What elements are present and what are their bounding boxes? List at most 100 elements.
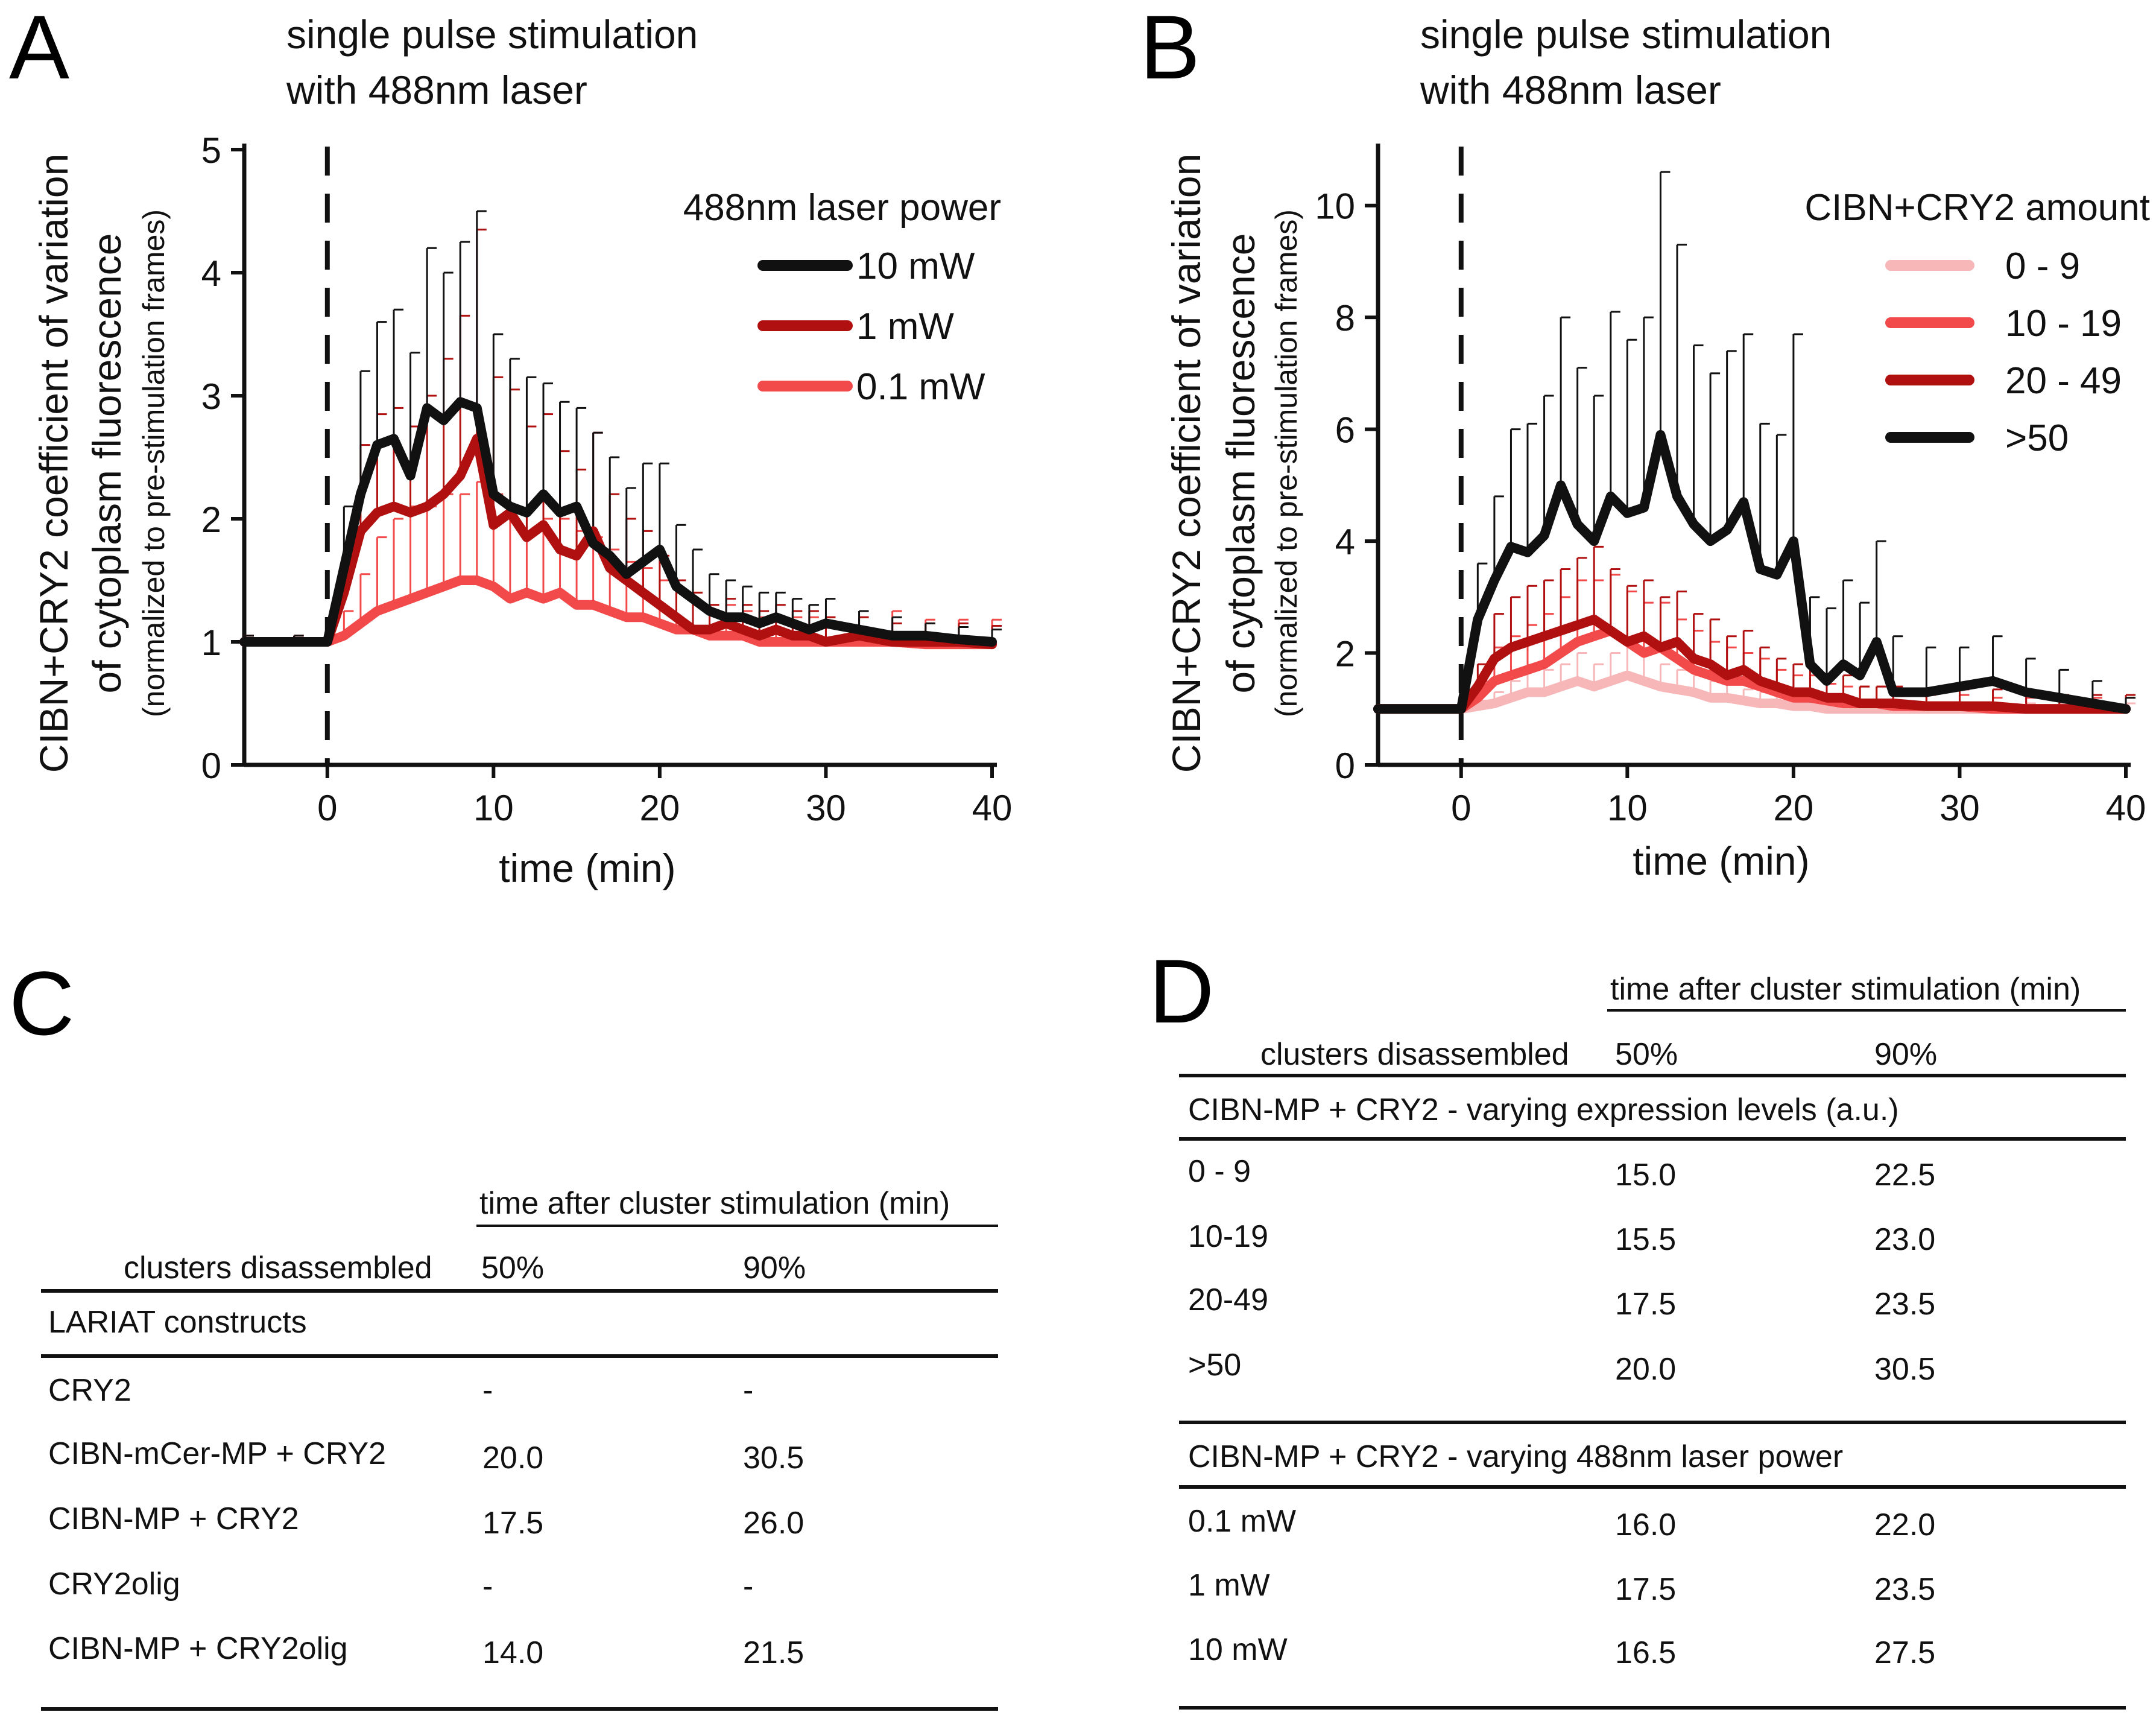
x-tick-label: 20 <box>1774 788 1814 828</box>
table-cell: 23.5 <box>1874 1572 1936 1607</box>
x-tick-label: 10 <box>1607 788 1648 828</box>
table-row: CRY2 <box>48 1373 131 1408</box>
x-tick-label: 40 <box>972 788 1013 828</box>
table-cell: 15.0 <box>1615 1158 1677 1193</box>
panel-letter-a: A <box>9 0 69 98</box>
table-cell: 23.5 <box>1874 1287 1936 1322</box>
y-axis-label-line: of cytoplasm fluorescence <box>1218 233 1263 693</box>
legend-label: 0.1 mW <box>856 366 985 408</box>
y-tick-label: 2 <box>201 499 221 540</box>
table-d-header-rule <box>1179 1074 2126 1077</box>
table-row: >50 <box>1188 1348 1242 1383</box>
table-c-bottom-rule <box>41 1707 998 1711</box>
series-line-0-1-mW <box>239 575 997 650</box>
table-cell: 26.0 <box>743 1506 805 1541</box>
table-row: CIBN-mCer-MP + CRY2 <box>48 1436 387 1471</box>
table-d-section-2-rule <box>1179 1485 2126 1489</box>
table-c-col-90: 90% <box>743 1250 806 1285</box>
series-line-10-mW <box>239 397 997 647</box>
table-row: CIBN-MP + CRY2 <box>48 1501 299 1536</box>
y-tick-label: 0 <box>201 746 221 786</box>
x-tick-label: 30 <box>806 788 846 828</box>
x-tick-label: 0 <box>1451 788 1471 828</box>
table-cell: 22.0 <box>1874 1507 1936 1542</box>
table-cell: 20.0 <box>482 1441 544 1475</box>
series-line--50 <box>1373 429 2131 714</box>
y-axis-label-line: CIBN+CRY2 coefficient of variation <box>31 154 76 773</box>
table-cell: - <box>743 1569 754 1604</box>
table-row: 0.1 mW <box>1188 1504 1297 1539</box>
chart-title-line: single pulse stimulation <box>286 12 698 57</box>
table-row: 20-49 <box>1188 1282 1268 1317</box>
table-cell: - <box>482 1569 493 1604</box>
y-tick-label: 0 <box>1335 746 1355 786</box>
y-tick-label: 6 <box>1335 410 1355 451</box>
table-cell: 23.0 <box>1874 1222 1936 1257</box>
table-cell: 30.5 <box>1874 1352 1936 1387</box>
y-axis-label-note: (normalized to pre-stimulation frames) <box>137 209 171 717</box>
table-c-col-50: 50% <box>481 1250 545 1285</box>
y-axis-label-note: (normalized to pre-stimulation frames) <box>1269 209 1303 717</box>
table-cell: 17.5 <box>1615 1287 1677 1322</box>
table-cell: 16.0 <box>1615 1507 1677 1542</box>
table-c-section: LARIAT constructs <box>48 1305 307 1340</box>
table-c-group-header: time after cluster stimulation (min) <box>479 1186 950 1221</box>
panel-letter-c: C <box>9 952 74 1054</box>
y-tick-label: 4 <box>1335 522 1355 562</box>
legend-label: 10 mW <box>856 246 975 287</box>
table-row: 10 mW <box>1188 1632 1288 1667</box>
table-d-group-rule <box>1607 1009 2126 1012</box>
y-tick-label: 5 <box>201 130 221 171</box>
y-axis-label-line: CIBN+CRY2 coefficient of variation <box>1164 154 1209 773</box>
y-tick-label: 4 <box>201 253 221 294</box>
table-c-section-rule <box>41 1354 998 1358</box>
table-cell: 14.0 <box>482 1635 544 1670</box>
y-tick-label: 3 <box>201 376 221 417</box>
x-tick-label: 0 <box>317 788 337 828</box>
table-cell: 27.5 <box>1874 1635 1936 1670</box>
y-tick-label: 2 <box>1335 634 1355 674</box>
panel-letter-b: B <box>1140 0 1200 98</box>
table-d-bottom-rule <box>1179 1706 2126 1710</box>
table-d-section-1-rule <box>1179 1137 2126 1141</box>
chart-title-line: with 488nm laser <box>286 68 587 112</box>
x-axis-label: time (min) <box>1633 838 1809 883</box>
table-c-row-label-header: clusters disassembled <box>124 1250 432 1285</box>
table-row: 1 mW <box>1188 1568 1270 1603</box>
x-tick-label: 30 <box>1939 788 1980 828</box>
y-tick-label: 10 <box>1315 186 1355 227</box>
y-tick-label: 1 <box>201 623 221 663</box>
table-d-col-90: 90% <box>1874 1037 1938 1072</box>
chart-title-line: single pulse stimulation <box>1420 12 1832 57</box>
series-line-20-49 <box>1373 614 2131 714</box>
x-tick-label: 40 <box>2106 788 2146 828</box>
table-c-header-rule <box>41 1289 998 1293</box>
table-cell: 22.5 <box>1874 1158 1936 1193</box>
legend-title: 488nm laser power <box>683 187 1001 229</box>
table-cell: 17.5 <box>482 1506 544 1541</box>
table-cell: 30.5 <box>743 1441 805 1475</box>
table-row: CRY2olig <box>48 1567 180 1602</box>
table-cell: 21.5 <box>743 1635 805 1670</box>
table-row: CIBN-MP + CRY2olig <box>48 1631 348 1666</box>
table-cell: 17.5 <box>1615 1572 1677 1607</box>
table-d-col-50: 50% <box>1615 1037 1678 1072</box>
table-cell: 16.5 <box>1615 1635 1677 1670</box>
table-d-row-label-header: clusters disassembled <box>1260 1037 1569 1072</box>
x-tick-label: 10 <box>473 788 514 828</box>
table-row: 10-19 <box>1188 1219 1268 1254</box>
x-axis-label: time (min) <box>499 846 675 890</box>
legend-label: 0 - 9 <box>2005 246 2080 287</box>
legend-label: 20 - 49 <box>2005 360 2122 402</box>
legend-label: >50 <box>2005 417 2069 459</box>
table-d-group-header: time after cluster stimulation (min) <box>1610 972 2081 1007</box>
x-tick-label: 20 <box>640 788 680 828</box>
chart-a: single pulse stimulation with 488nm laser… <box>31 12 1012 890</box>
table-cell: 20.0 <box>1615 1352 1677 1387</box>
table-d-section-2: CIBN-MP + CRY2 - varying 488nm laser pow… <box>1188 1439 1844 1474</box>
legend-label: 10 - 19 <box>2005 303 2122 344</box>
table-c-group-rule <box>476 1225 998 1227</box>
